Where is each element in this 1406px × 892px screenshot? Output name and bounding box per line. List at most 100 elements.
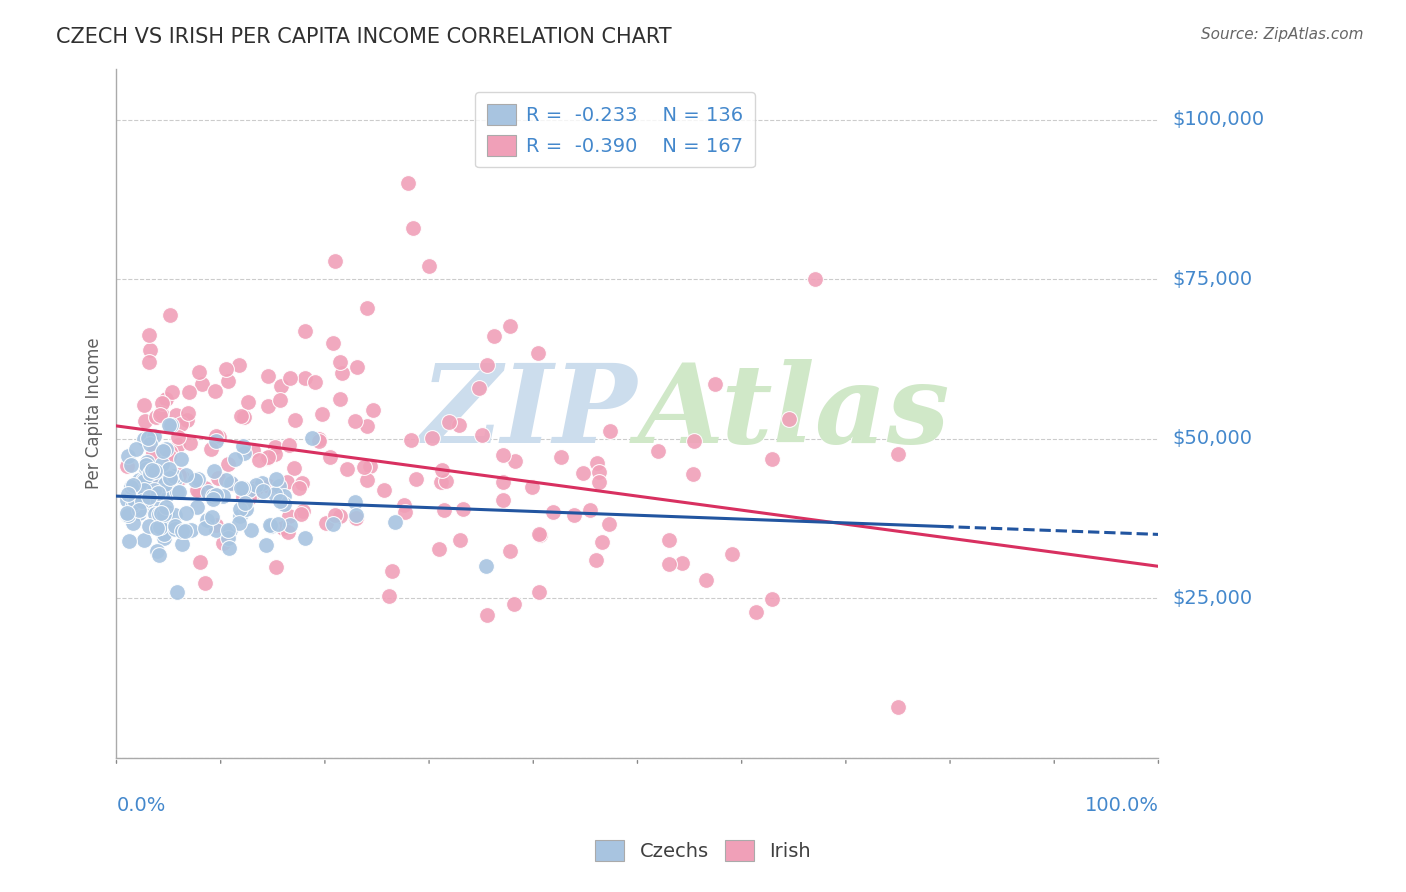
Point bbox=[170, 524, 193, 538]
Point bbox=[527, 527, 550, 541]
Point bbox=[239, 523, 262, 537]
Point bbox=[228, 358, 250, 372]
Point bbox=[373, 483, 395, 497]
Point bbox=[695, 573, 717, 587]
Point bbox=[149, 408, 172, 422]
Point bbox=[344, 511, 367, 525]
Point bbox=[433, 503, 456, 517]
Point bbox=[468, 381, 491, 395]
Point bbox=[136, 493, 159, 508]
Point bbox=[359, 459, 381, 474]
Point bbox=[394, 505, 416, 519]
Point bbox=[141, 432, 163, 446]
Point bbox=[204, 384, 226, 399]
Point bbox=[503, 454, 526, 468]
Point bbox=[278, 518, 301, 533]
Point bbox=[155, 392, 177, 406]
Point bbox=[599, 424, 621, 438]
Point bbox=[146, 486, 169, 500]
Point bbox=[155, 512, 177, 526]
Point bbox=[160, 385, 183, 400]
Point bbox=[142, 483, 165, 497]
Point bbox=[159, 444, 181, 458]
Point bbox=[447, 418, 470, 433]
Point bbox=[115, 458, 138, 473]
Point bbox=[177, 385, 200, 400]
Point bbox=[887, 699, 910, 714]
Point bbox=[205, 489, 228, 503]
Point bbox=[218, 541, 240, 555]
Point bbox=[264, 472, 287, 486]
Point bbox=[135, 458, 157, 473]
Text: $100,000: $100,000 bbox=[1173, 110, 1264, 129]
Point bbox=[219, 524, 242, 538]
Point bbox=[134, 474, 156, 488]
Point bbox=[399, 434, 422, 448]
Point bbox=[159, 419, 181, 434]
Point bbox=[322, 335, 344, 350]
Point bbox=[155, 500, 177, 514]
Point bbox=[588, 475, 610, 489]
Legend: Czechs, Irish: Czechs, Irish bbox=[588, 832, 818, 869]
Point bbox=[432, 463, 454, 477]
Point bbox=[187, 365, 209, 379]
Text: $50,000: $50,000 bbox=[1173, 429, 1253, 448]
Point bbox=[131, 494, 153, 508]
Point bbox=[273, 497, 295, 511]
Point bbox=[122, 493, 145, 508]
Point bbox=[235, 496, 257, 510]
Point bbox=[215, 473, 238, 487]
Point bbox=[591, 535, 613, 549]
Point bbox=[149, 520, 172, 534]
Point bbox=[132, 533, 155, 547]
Point bbox=[238, 491, 260, 506]
Point bbox=[205, 488, 228, 502]
Point bbox=[228, 516, 250, 530]
Point bbox=[315, 516, 337, 530]
Point bbox=[475, 607, 498, 622]
Point bbox=[125, 442, 148, 457]
Point bbox=[183, 473, 205, 487]
Point bbox=[257, 450, 280, 464]
Point bbox=[156, 487, 179, 501]
Point bbox=[174, 467, 197, 482]
Point bbox=[135, 462, 157, 476]
Point bbox=[152, 508, 174, 522]
Point bbox=[269, 494, 291, 508]
Point bbox=[304, 375, 326, 389]
Point bbox=[703, 377, 725, 392]
Point bbox=[134, 398, 156, 412]
Point bbox=[224, 452, 246, 467]
Point bbox=[671, 556, 693, 570]
Point bbox=[233, 446, 256, 460]
Point bbox=[329, 354, 352, 368]
Point bbox=[283, 460, 305, 475]
Point bbox=[136, 431, 159, 445]
Point bbox=[266, 516, 288, 531]
Point bbox=[138, 518, 160, 533]
Point bbox=[252, 476, 274, 491]
Point bbox=[163, 522, 186, 536]
Point bbox=[329, 509, 352, 524]
Point bbox=[301, 431, 323, 445]
Point bbox=[174, 506, 197, 520]
Text: CZECH VS IRISH PER CAPITA INCOME CORRELATION CHART: CZECH VS IRISH PER CAPITA INCOME CORRELA… bbox=[56, 27, 672, 46]
Point bbox=[174, 524, 197, 538]
Point bbox=[378, 589, 401, 603]
Text: Atlas: Atlas bbox=[637, 359, 950, 467]
Point bbox=[384, 516, 406, 530]
Point bbox=[451, 501, 474, 516]
Point bbox=[136, 455, 159, 469]
Point bbox=[242, 487, 264, 501]
Point bbox=[761, 452, 783, 467]
Point bbox=[188, 555, 211, 569]
Point bbox=[288, 481, 311, 495]
Point bbox=[152, 444, 174, 458]
Point bbox=[200, 442, 222, 456]
Point bbox=[159, 308, 181, 322]
Point bbox=[499, 544, 522, 558]
Point bbox=[150, 396, 173, 410]
Point bbox=[138, 437, 160, 451]
Point bbox=[165, 472, 187, 486]
Point bbox=[427, 541, 450, 556]
